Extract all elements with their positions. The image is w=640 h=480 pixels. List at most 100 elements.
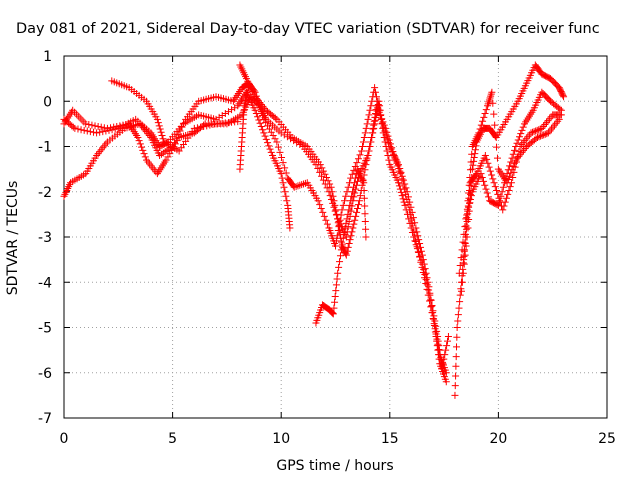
data-point: [429, 314, 437, 322]
data-point: [361, 129, 369, 137]
data-point: [316, 168, 324, 176]
data-point: [490, 179, 498, 187]
data-point: [511, 146, 519, 154]
data-point: [155, 122, 163, 130]
data-point: [405, 206, 413, 214]
data-point: [481, 152, 489, 160]
data-point: [257, 108, 265, 116]
data-point: [490, 110, 498, 118]
data-point: [463, 214, 471, 222]
data-point: [376, 111, 384, 119]
data-point: [116, 122, 124, 130]
data-point: [203, 122, 211, 130]
data-point: [80, 126, 88, 134]
data-point: [467, 158, 475, 166]
data-point: [353, 159, 361, 167]
data-point: [209, 121, 217, 129]
data-point: [331, 201, 339, 209]
data-point: [234, 118, 242, 126]
data-point: [489, 175, 497, 183]
data-point: [356, 192, 364, 200]
data-point: [452, 353, 460, 361]
data-point: [362, 225, 370, 233]
data-point: [427, 303, 435, 311]
y-axis-label: SDTVAR / TECUs: [5, 181, 21, 296]
data-point: [484, 159, 492, 167]
data-point: [433, 335, 441, 343]
data-point: [172, 135, 180, 143]
data-point: [479, 117, 487, 125]
data-point: [460, 260, 468, 268]
data-point: [83, 127, 91, 135]
data-point: [281, 164, 289, 172]
data-point: [493, 186, 501, 194]
data-point: [518, 126, 526, 134]
data-point: [280, 183, 288, 191]
data-point: [335, 223, 343, 231]
data-point: [265, 142, 273, 150]
data-point: [456, 298, 464, 306]
data-point: [321, 170, 329, 178]
data-point: [477, 121, 485, 129]
data-point: [156, 125, 164, 133]
data-point: [367, 138, 375, 146]
data-point: [557, 106, 565, 114]
data-point: [413, 243, 421, 251]
data-point: [342, 251, 350, 259]
data-point: [453, 333, 461, 341]
data-point: [364, 152, 372, 160]
data-point: [317, 205, 325, 213]
data-point: [419, 269, 427, 277]
data-point: [256, 119, 264, 127]
data-point: [502, 194, 510, 202]
data-point: [139, 146, 147, 154]
data-point: [423, 285, 431, 293]
data-point: [506, 172, 514, 180]
data-point: [369, 125, 377, 133]
data-point: [485, 163, 493, 171]
data-point: [407, 215, 415, 223]
data-point: [103, 124, 111, 132]
data-point: [509, 150, 517, 158]
data-point: [535, 126, 543, 134]
data-point: [360, 194, 368, 202]
data-point: [488, 171, 496, 179]
data-point: [506, 183, 514, 191]
data-point: [352, 212, 360, 220]
data-point: [365, 147, 373, 155]
data-point: [489, 99, 497, 107]
data-point: [444, 337, 452, 345]
data-point: [320, 212, 328, 220]
data-point: [372, 93, 380, 101]
data-point: [318, 164, 326, 172]
data-point: [537, 132, 545, 140]
data-point: [535, 133, 543, 141]
data-point: [366, 106, 374, 114]
y-tick-label: -4: [38, 275, 52, 291]
data-point: [465, 181, 473, 189]
data-point: [328, 309, 336, 317]
data-point: [451, 382, 459, 390]
data-point: [339, 201, 347, 209]
data-point: [332, 206, 340, 214]
data-point: [383, 128, 391, 136]
data-point: [347, 232, 355, 240]
data-point: [385, 136, 393, 144]
data-point: [74, 125, 82, 133]
data-point: [354, 201, 362, 209]
data-point: [421, 265, 429, 273]
data-point: [343, 247, 351, 255]
data-point: [471, 146, 479, 154]
data-point: [512, 143, 520, 150]
data-point: [442, 369, 450, 377]
data-point: [397, 188, 405, 196]
data-point: [556, 105, 564, 113]
data-point: [273, 138, 281, 146]
data-point: [274, 143, 282, 151]
data-point: [356, 151, 364, 159]
data-point: [375, 108, 383, 116]
series-track-g: [312, 165, 370, 327]
data-point: [480, 113, 488, 121]
